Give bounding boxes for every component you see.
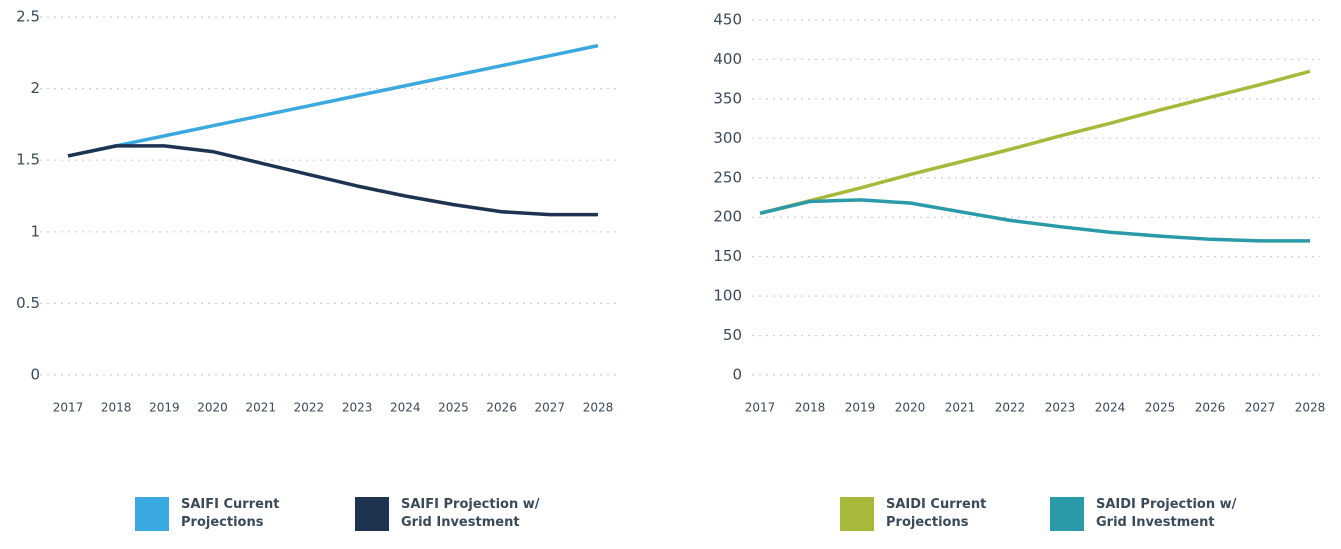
x-tick-label: 2023 bbox=[1045, 401, 1076, 415]
y-tick-label: 450 bbox=[713, 11, 742, 29]
y-tick-label: 400 bbox=[713, 50, 742, 68]
y-tick-label: 250 bbox=[713, 168, 742, 186]
y-tick-label: 150 bbox=[713, 247, 742, 265]
x-tick-label: 2026 bbox=[1195, 401, 1226, 415]
x-tick-label: 2021 bbox=[945, 401, 976, 415]
x-tick-label: 2023 bbox=[342, 401, 373, 415]
y-tick-label: 0 bbox=[732, 366, 742, 384]
legend-label: SAIDI Projection w/ Grid Investment bbox=[1096, 497, 1237, 530]
legend-label: SAIFI Projection w/ Grid Investment bbox=[401, 497, 540, 530]
legend-label: SAIDI Current Projections bbox=[886, 497, 987, 530]
x-tick-label: 2022 bbox=[995, 401, 1026, 415]
legend-swatch bbox=[355, 496, 389, 531]
x-tick-label: 2018 bbox=[101, 401, 132, 415]
legend-item: SAIFI Current Projections bbox=[135, 496, 351, 531]
x-tick-label: 2028 bbox=[1295, 401, 1326, 415]
x-tick-label: 2024 bbox=[390, 401, 421, 415]
y-tick-label: 350 bbox=[713, 89, 742, 107]
x-tick-label: 2018 bbox=[795, 401, 826, 415]
series-line bbox=[759, 198, 1310, 243]
y-tick-label: 200 bbox=[713, 208, 742, 226]
x-tick-label: 2017 bbox=[53, 401, 84, 415]
legend-swatch bbox=[1050, 496, 1084, 531]
x-tick-label: 2022 bbox=[294, 401, 325, 415]
y-tick-label: 1.5 bbox=[16, 151, 40, 169]
series-line bbox=[759, 69, 1311, 215]
x-tick-label: 2027 bbox=[1245, 401, 1276, 415]
x-tick-label: 2020 bbox=[895, 401, 926, 415]
legend-item: SAIDI Current Projections bbox=[840, 496, 1056, 531]
x-tick-label: 2021 bbox=[245, 401, 276, 415]
x-tick-label: 2017 bbox=[745, 401, 776, 415]
x-tick-label: 2019 bbox=[149, 401, 180, 415]
legend-swatch bbox=[840, 496, 874, 531]
y-tick-label: 100 bbox=[713, 287, 742, 305]
y-tick-label: 2 bbox=[30, 79, 40, 97]
y-tick-label: 2.5 bbox=[16, 8, 40, 26]
x-tick-label: 2025 bbox=[438, 401, 469, 415]
x-tick-label: 2024 bbox=[1095, 401, 1126, 415]
x-tick-label: 2020 bbox=[197, 401, 228, 415]
series-line bbox=[67, 144, 598, 217]
x-tick-label: 2025 bbox=[1145, 401, 1176, 415]
y-tick-label: 50 bbox=[723, 326, 742, 344]
y-tick-label: 0 bbox=[30, 366, 40, 384]
x-tick-label: 2026 bbox=[486, 401, 517, 415]
x-tick-label: 2028 bbox=[583, 401, 614, 415]
legend-item: SAIDI Projection w/ Grid Investment bbox=[1050, 496, 1266, 531]
x-tick-label: 2027 bbox=[535, 401, 566, 415]
series-line bbox=[67, 43, 599, 158]
legend-swatch bbox=[135, 496, 169, 531]
x-tick-label: 2019 bbox=[845, 401, 876, 415]
y-tick-label: 0.5 bbox=[16, 294, 40, 312]
y-tick-label: 300 bbox=[713, 129, 742, 147]
legend-item: SAIFI Projection w/ Grid Investment bbox=[355, 496, 571, 531]
legend-label: SAIFI Current Projections bbox=[181, 497, 280, 530]
y-tick-label: 1 bbox=[30, 222, 40, 240]
